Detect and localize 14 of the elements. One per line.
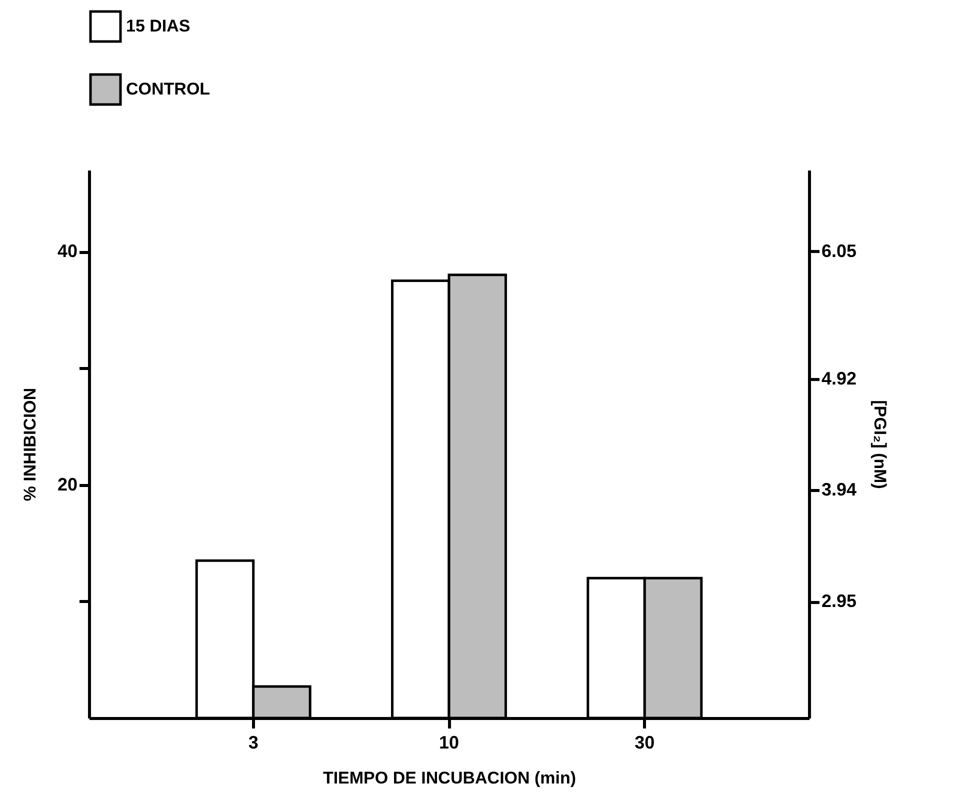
x-tick-label: 3 xyxy=(248,732,258,752)
legend-label: 15 DIAS xyxy=(126,16,190,36)
y2-axis-title: [PGI₂] (nM) xyxy=(870,400,890,489)
y2-tick-label: 6.05 xyxy=(822,240,857,261)
y2-tick-label: 3.94 xyxy=(822,479,857,500)
y-axis-title: % INHIBICION xyxy=(20,388,40,502)
y2-tick-label: 2.95 xyxy=(822,591,857,612)
y-tick-label: 20 xyxy=(57,474,78,494)
x-tick-label: 30 xyxy=(634,732,655,752)
y2-tick-label: 4.92 xyxy=(822,368,857,389)
x-tick-label: 10 xyxy=(438,732,460,752)
x-axis-title: TIEMPO DE INCUBACION (min) xyxy=(322,768,576,788)
legend-label: CONTROL xyxy=(126,80,210,98)
y-tick-label: 40 xyxy=(57,241,78,262)
